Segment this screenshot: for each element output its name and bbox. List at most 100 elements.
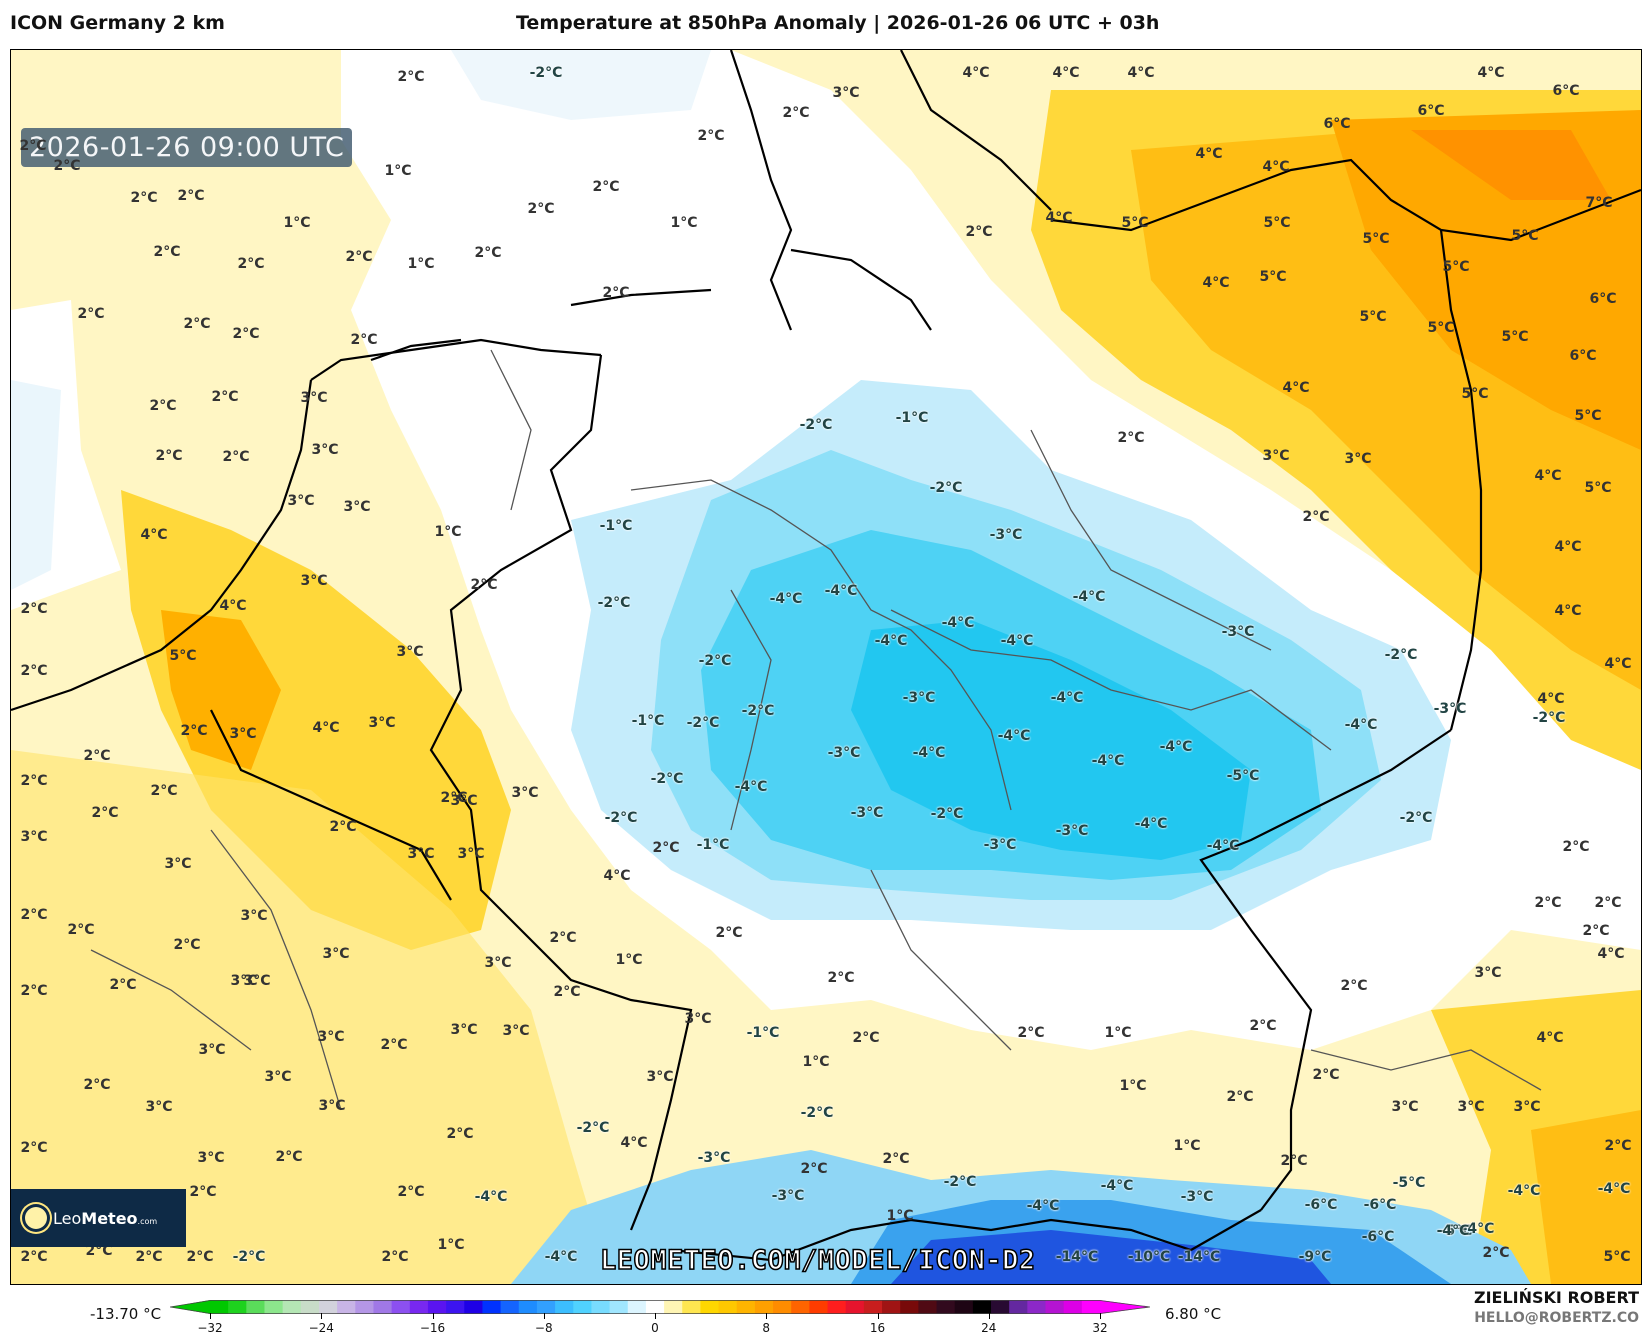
temperature-label: 2°C (173, 937, 201, 953)
temperature-label: 2°C (183, 316, 211, 332)
tick-mark (321, 1313, 323, 1319)
temperature-label: 3°C (511, 785, 539, 801)
temperature-label: 2°C (20, 663, 48, 679)
temperature-label: 4°C (620, 1135, 648, 1151)
temperature-label: 3°C (407, 846, 435, 862)
temperature-label: -1°C (746, 1025, 780, 1041)
temperature-label: -5°C (1392, 1175, 1426, 1191)
temperature-label: -4°C (1000, 633, 1034, 649)
temperature-label: 2°C (67, 922, 95, 938)
temperature-label: 3°C (684, 1011, 712, 1027)
temperature-label: -3°C (989, 527, 1023, 543)
temperature-label: -4°C (1436, 1223, 1470, 1239)
tick-label: −16 (419, 1321, 446, 1335)
temperature-label: -14°C (1055, 1249, 1099, 1265)
temperature-label: 1°C (1119, 1078, 1147, 1094)
temperature-label: 2°C (20, 773, 48, 789)
temperature-label: 2°C (715, 925, 743, 941)
temperature-label: 7°C (1585, 195, 1613, 211)
temperature-label: 2°C (149, 398, 177, 414)
temperature-label: 3°C (1391, 1099, 1419, 1115)
temperature-label: 2°C (91, 805, 119, 821)
temperature-label: 2°C (177, 188, 205, 204)
temperature-label: 2°C (150, 783, 178, 799)
temperature-label: 2°C (189, 1184, 217, 1200)
temperature-label: 2°C (20, 907, 48, 923)
temperature-label: -10°C (1127, 1249, 1171, 1265)
temperature-label: 2°C (135, 1249, 163, 1265)
temperature-label: -4°C (734, 779, 768, 795)
temperature-label: 2°C (697, 128, 725, 144)
temperature-label: 1°C (434, 524, 462, 540)
temperature-label: -4°C (1050, 690, 1084, 706)
temperature-label: 2°C (965, 224, 993, 240)
author-email[interactable]: HELLO@ROBERTZ.CO (1474, 1310, 1639, 1326)
temperature-label: 1°C (802, 1054, 830, 1070)
temperature-label: 2°C (1594, 895, 1622, 911)
temperature-label: -4°C (1026, 1198, 1060, 1214)
temperature-label: 3°C (343, 499, 371, 515)
temperature-label: 5°C (1359, 309, 1387, 325)
temperature-label: -2°C (529, 65, 563, 81)
temperature-label: 2°C (1017, 1025, 1045, 1041)
temperature-label: 4°C (1282, 380, 1310, 396)
temperature-label: 4°C (962, 65, 990, 81)
temperature-label: -4°C (1091, 753, 1125, 769)
weather-map[interactable]: 2026-01-26 09:00 UTC 2°C -2°C 3°C 4°C 4°C 4°C… (10, 49, 1642, 1285)
temperature-label: -2°C (604, 810, 638, 826)
temperature-label: -4°C (1206, 838, 1240, 854)
temperature-label: 3°C (164, 856, 192, 872)
temperature-label: 2°C (397, 69, 425, 85)
temperature-label: -4°C (1597, 1181, 1631, 1197)
author-name: ZIELIŃSKI ROBERT (1473, 1288, 1639, 1307)
temperature-label: 3°C (197, 1150, 225, 1166)
temperature-label: 2°C (53, 158, 81, 174)
temperature-label: 2°C (1226, 1089, 1254, 1105)
temperature-label: 2°C (602, 285, 630, 301)
tick-mark (988, 1313, 990, 1319)
temperature-label: -4°C (941, 615, 975, 631)
temperature-label: 2°C (1534, 895, 1562, 911)
temperature-label: -4°C (1134, 816, 1168, 832)
temperature-label: 3°C (198, 1042, 226, 1058)
temperature-label: -4°C (874, 633, 908, 649)
temperature-label: 1°C (437, 1237, 465, 1253)
tick-label: 16 (869, 1321, 886, 1335)
temperature-label: 1°C (615, 952, 643, 968)
temperature-label: 2°C (553, 984, 581, 1000)
temperature-label: 3°C (318, 1098, 346, 1114)
temperature-label: 2°C (446, 1126, 474, 1142)
temperature-label: 2°C (345, 249, 373, 265)
temperature-label: -4°C (1159, 739, 1193, 755)
temperature-label: 3°C (484, 955, 512, 971)
temperature-label: 2°C (186, 1249, 214, 1265)
temperature-label: 2°C (109, 977, 137, 993)
temperature-label: 2°C (211, 389, 239, 405)
temperature-label: 3°C (1344, 451, 1372, 467)
temperature-label: 3°C (368, 715, 396, 731)
temperature-label: 3°C (1474, 965, 1502, 981)
temperature-label: 6°C (1552, 83, 1580, 99)
temperature-anomaly-field (11, 50, 1641, 1284)
temperature-label: -2°C (686, 715, 720, 731)
temperature-label: -3°C (697, 1150, 731, 1166)
temperature-label: 2°C (222, 449, 250, 465)
temperature-label: 2°C (275, 1149, 303, 1165)
temperature-label: -3°C (902, 690, 936, 706)
temperature-label: 4°C (312, 720, 340, 736)
temperature-label: -3°C (1433, 701, 1467, 717)
temperature-label: -9°C (1298, 1249, 1332, 1265)
temperature-label: 3°C (145, 1099, 173, 1115)
temperature-label: 5°C (1121, 215, 1149, 231)
temperature-label: 4°C (1536, 1030, 1564, 1046)
temperature-label: 2°C (232, 326, 260, 342)
temperature-label: 1°C (1173, 1138, 1201, 1154)
temperature-label: -2°C (232, 1249, 266, 1265)
temperature-label: 2°C (782, 105, 810, 121)
temperature-label: -2°C (597, 595, 631, 611)
temperature-label: -2°C (800, 1105, 834, 1121)
temperature-label: 1°C (407, 256, 435, 272)
temperature-label: 3°C (243, 973, 271, 989)
leometeo-logo[interactable]: LeoMeteo.com (11, 1189, 186, 1247)
sun-icon (25, 1207, 47, 1229)
